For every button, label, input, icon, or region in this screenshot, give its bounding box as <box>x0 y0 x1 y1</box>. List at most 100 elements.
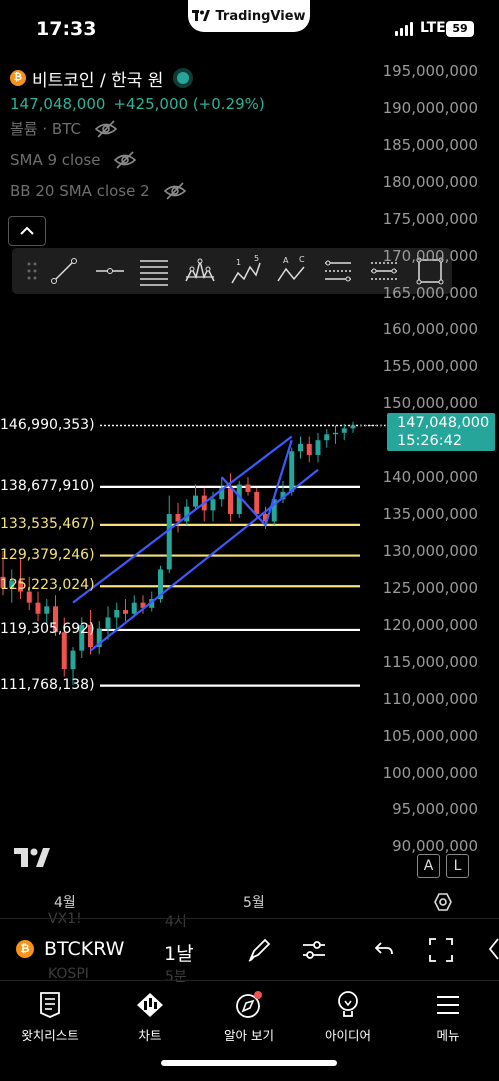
nav-ideas[interactable]: 아이디어 <box>298 989 398 1044</box>
channel-line <box>72 435 293 604</box>
bitcoin-coin-icon: ₿ <box>16 940 34 958</box>
price-level-label: 133,535,467) <box>0 515 95 532</box>
ghost-watchlist-item: VX1! <box>48 911 82 927</box>
legend-symbol-name: 비트코인 / 한국 원 <box>32 70 164 91</box>
candle-body <box>79 624 85 651</box>
eye-off-icon[interactable] <box>94 119 117 138</box>
candle-body <box>175 514 181 522</box>
candle-body <box>271 499 277 522</box>
indicator-label: SMA 9 close <box>10 150 101 169</box>
rectangle-icon[interactable] <box>414 255 446 287</box>
candle-body <box>26 591 32 603</box>
candle-body <box>289 451 295 492</box>
undo-icon[interactable] <box>372 937 396 961</box>
candle-body <box>341 428 347 433</box>
head-shoulders-icon[interactable] <box>184 255 216 287</box>
svg-text:A: A <box>283 256 289 265</box>
watchlist-icon <box>40 992 60 1018</box>
nav-label: 알아 보기 <box>224 1028 274 1043</box>
explore-icon <box>236 991 262 1018</box>
channel-line <box>89 468 319 652</box>
zigzag-pattern <box>220 439 293 528</box>
eye-off-icon[interactable] <box>163 181 186 200</box>
candle-body <box>193 495 198 507</box>
long-position-icon[interactable] <box>322 255 354 287</box>
price-axis-tick: 140,000,000 <box>382 468 478 487</box>
indicator-label: 볼륨 · BTC <box>10 120 81 138</box>
price-axis-tick: 115,000,000 <box>382 652 478 671</box>
price-axis-tick: 135,000,000 <box>382 505 478 524</box>
price-level-label: 129,379,246) <box>0 546 95 563</box>
candle-body <box>131 602 137 614</box>
nav-label: 차트 <box>138 1028 162 1043</box>
legend-last-price: 147,048,000 <box>10 95 106 113</box>
candle-body <box>219 488 225 500</box>
current-price-label: 147,048,000 <box>397 415 490 431</box>
log-scale-button[interactable]: L <box>446 854 469 878</box>
eye-off-icon[interactable] <box>114 150 137 169</box>
indicator-volume[interactable]: 볼륨 · BTC <box>10 113 265 144</box>
candle-body <box>245 484 251 492</box>
candle-body <box>88 624 93 647</box>
candle-body <box>9 580 15 588</box>
candle-body <box>350 425 356 429</box>
drag-handle-icon[interactable] <box>16 255 48 287</box>
more-tools-icon[interactable] <box>488 937 499 961</box>
candle-body <box>44 606 50 614</box>
price-level-label: 119,305,692) <box>0 620 95 637</box>
drawing-brush-icon[interactable] <box>246 937 272 963</box>
nav-menu[interactable]: 메뉴 <box>398 989 498 1044</box>
trend-line-icon[interactable] <box>48 255 80 287</box>
horizontal-ray-icon[interactable] <box>94 255 126 287</box>
price-axis-tick: 120,000,000 <box>382 615 478 634</box>
bitcoin-coin-icon: ₿ <box>10 70 26 86</box>
price-axis-tick: 160,000,000 <box>382 320 478 339</box>
fullscreen-icon[interactable] <box>428 937 454 963</box>
price-axis-tick: 130,000,000 <box>382 541 478 560</box>
legend-price-row: 147,048,000 +425,000 (+0.29%) <box>10 95 265 113</box>
candle-body <box>140 602 146 608</box>
price-axis-tick: 195,000,000 <box>382 61 478 80</box>
price-axis-tick: 150,000,000 <box>382 394 478 413</box>
nav-chart[interactable]: 차트 <box>100 989 200 1044</box>
price-axis[interactable]: 195,000,000 190,000,000 185,000,000 180,000… <box>382 0 499 855</box>
symbol-ticker: BTCKRW <box>44 938 125 960</box>
chart-settings-icon[interactable] <box>433 892 453 912</box>
candle-body <box>158 569 163 599</box>
price-axis-tick: 170,000,000 <box>382 246 478 265</box>
home-indicator <box>161 1060 337 1066</box>
collapse-legend-button[interactable] <box>8 216 46 246</box>
symbol-toolbar: ₿ BTCKRW 1날 <box>0 918 499 981</box>
legend-symbol-row[interactable]: ₿ 비트코인 / 한국 원 <box>10 66 265 91</box>
candle-body <box>114 610 120 618</box>
price-axis-tick: 180,000,000 <box>382 172 478 191</box>
time-axis-tick: 5월 <box>243 895 265 911</box>
candle-body <box>324 434 330 441</box>
indicator-sma[interactable]: SMA 9 close <box>10 144 265 175</box>
candle-body <box>18 580 23 592</box>
nav-watchlist[interactable]: 왓치리스트 <box>0 989 100 1044</box>
status-bar: 17:33 TradingView LTE 59 <box>0 0 499 60</box>
price-axis-tick: 100,000,000 <box>382 763 478 782</box>
fib-retracement-icon[interactable] <box>138 255 170 287</box>
battery-icon: 59 <box>446 21 474 37</box>
tradingview-logo-icon <box>192 10 211 21</box>
interval-selector[interactable]: 1날 <box>164 943 194 965</box>
price-level-label: 138,677,910) <box>0 477 95 494</box>
candle-body <box>236 484 242 515</box>
price-chart[interactable] <box>0 0 499 918</box>
short-position-icon[interactable] <box>368 255 400 287</box>
indicators-icon[interactable] <box>301 937 327 963</box>
candle-body <box>333 432 338 435</box>
price-axis-tick: 110,000,000 <box>382 689 478 708</box>
candle-body <box>35 602 41 614</box>
candle-body <box>149 598 155 608</box>
candle-body <box>306 443 312 455</box>
nav-explore[interactable]: 알아 보기 <box>199 989 299 1044</box>
auto-scale-button[interactable]: A <box>417 854 440 878</box>
indicator-bb[interactable]: BB 20 SMA close 2 <box>10 175 265 206</box>
symbol-selector[interactable]: ₿ BTCKRW <box>16 938 124 960</box>
chevron-up-icon <box>20 226 34 235</box>
